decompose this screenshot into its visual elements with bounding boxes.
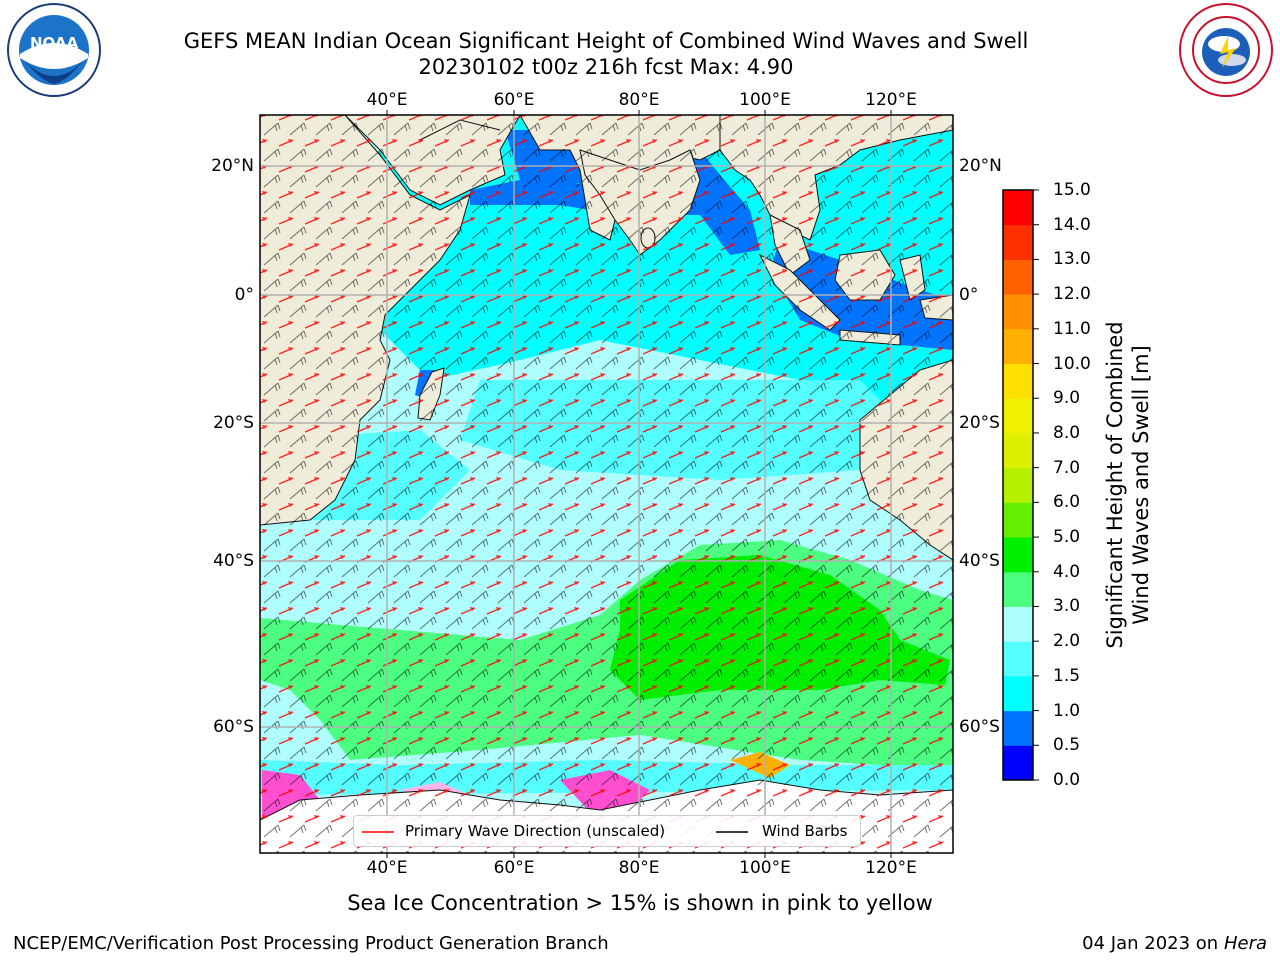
colorbar-segment <box>1003 398 1033 434</box>
colorbar-tick-label: 0.0 <box>1053 770 1081 790</box>
wind-barb-swatch <box>716 831 748 833</box>
sea-ice-note: Sea Ice Concentration > 15% is shown in … <box>347 891 933 915</box>
lon-label-bottom-80e: 80°E <box>618 858 660 878</box>
noaa-logo: NOAA <box>7 3 101 97</box>
lon-label-top-60e: 60°E <box>493 90 535 110</box>
colorbar-segment <box>1003 502 1033 538</box>
colorbar-tick-label: 1.5 <box>1053 665 1081 686</box>
colorbar-tick-label: 1.0 <box>1053 700 1081 721</box>
lon-label-top-120e: 120°E <box>865 90 917 110</box>
legend-wave-direction: Primary Wave Direction (unscaled) <box>405 822 666 840</box>
colorbar-tick-label: 0.5 <box>1053 735 1081 756</box>
colorbar-segment <box>1003 328 1033 365</box>
colorbar-segment <box>1003 467 1033 503</box>
lat-label-right-20s: 20°S <box>959 413 1000 433</box>
lon-label-top-80e: 80°E <box>618 90 660 110</box>
lon-label-bottom-100e: 100°E <box>739 858 791 878</box>
colorbar-segment <box>1003 641 1033 677</box>
footer-date: 04 Jan 2023 on Hera <box>1082 933 1267 954</box>
colorbar-segment <box>1003 606 1033 642</box>
colorbar-segment <box>1003 432 1033 469</box>
lat-label-left-20n: 20°N <box>211 156 254 176</box>
colorbar-label-line2: Wind Waves and Swell [m] <box>1129 345 1153 625</box>
colorbar-segment <box>1003 710 1033 746</box>
wave-direction-swatch <box>362 831 394 833</box>
colorbar-tick-label: 10.0 <box>1053 353 1091 374</box>
nws-logo <box>1179 3 1273 97</box>
colorbar-tick-label: 2.0 <box>1053 631 1081 652</box>
colorbar-segment <box>1003 294 1033 330</box>
colorbar-tick-label: 6.0 <box>1053 492 1081 513</box>
colorbar <box>1002 189 1039 781</box>
chart-title: GEFS MEAN Indian Ocean Significant Heigh… <box>183 29 1029 53</box>
lon-label-bottom-40e: 40°E <box>366 858 408 878</box>
colorbar-label-line1: Significant Height of Combined <box>1103 321 1127 649</box>
colorbar-label: Significant Height of Combined Wind Wave… <box>1102 321 1154 648</box>
colorbar-tick-label: 8.0 <box>1053 422 1081 443</box>
lon-label-bottom-120e: 120°E <box>865 858 917 878</box>
footer-branch: NCEP/EMC/Verification Post Processing Pr… <box>13 933 609 954</box>
lat-label-left-20s: 20°S <box>213 413 254 433</box>
colorbar-tick-label: 15.0 <box>1053 180 1091 200</box>
map-frame <box>259 114 954 854</box>
colorbar-segment <box>1003 745 1033 781</box>
lon-label-top-40e: 40°E <box>366 90 408 110</box>
lat-label-right-40s: 40°S <box>959 551 1000 571</box>
lon-label-top-100e: 100°E <box>739 90 791 110</box>
colorbar-segment <box>1003 537 1033 573</box>
colorbar-tick-label: 12.0 <box>1053 284 1091 305</box>
footer-host: Hera <box>1223 933 1267 954</box>
footer-date-text: 04 Jan 2023 on <box>1082 933 1224 954</box>
colorbar-segment <box>1003 224 1033 260</box>
colorbar-segment <box>1003 190 1033 226</box>
lat-label-left-60s: 60°S <box>213 717 254 737</box>
lat-label-right-0: 0° <box>959 285 979 305</box>
map-legend: Primary Wave Direction (unscaled) Wind B… <box>353 815 861 847</box>
colorbar-tick-label: 7.0 <box>1053 457 1081 478</box>
colorbar-tick-label: 3.0 <box>1053 596 1081 617</box>
noaa-logo-text: NOAA <box>30 34 79 52</box>
lat-label-left-0: 0° <box>234 285 254 305</box>
chart-subtitle: 20230102 t00z 216h fcst Max: 4.90 <box>418 55 794 79</box>
lon-label-bottom-60e: 60°E <box>493 858 535 878</box>
graticule <box>260 115 953 853</box>
colorbar-tick-label: 11.0 <box>1053 318 1091 339</box>
colorbar-tick-label: 14.0 <box>1053 214 1091 235</box>
colorbar-segment <box>1003 675 1033 712</box>
colorbar-segment <box>1003 363 1033 399</box>
colorbar-tick-label: 5.0 <box>1053 527 1081 548</box>
colorbar-tick-label: 9.0 <box>1053 388 1081 409</box>
colorbar-segment <box>1003 571 1033 607</box>
legend-wind-barbs: Wind Barbs <box>762 822 848 840</box>
colorbar-segment <box>1003 259 1033 295</box>
colorbar-tick-label: 13.0 <box>1053 249 1091 270</box>
lat-label-left-40s: 40°S <box>213 551 254 571</box>
lat-label-right-60s: 60°S <box>959 717 1000 737</box>
colorbar-tick-label: 4.0 <box>1053 561 1081 582</box>
lat-label-right-20n: 20°N <box>959 156 1002 176</box>
